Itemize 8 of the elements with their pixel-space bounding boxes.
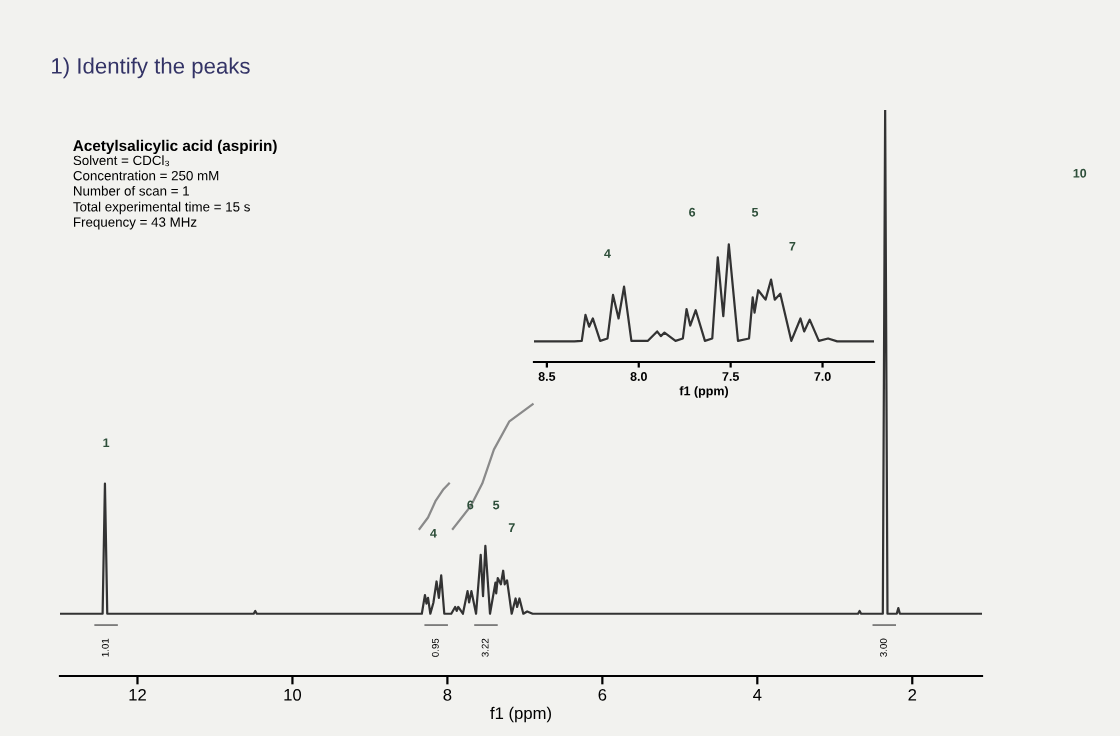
x-axis-title: f1 (ppm) bbox=[490, 706, 551, 723]
x-tick-label: 12 bbox=[129, 688, 146, 701]
x-tick-label: 2 bbox=[908, 688, 917, 701]
x-tick-label: 8 bbox=[443, 688, 452, 701]
chart-title: 1) Identify the peaks bbox=[52, 57, 250, 79]
x-tick-label: 10 bbox=[284, 688, 302, 701]
x-tick-label: 6 bbox=[598, 688, 607, 701]
x-tick-label: 4 bbox=[753, 689, 762, 701]
